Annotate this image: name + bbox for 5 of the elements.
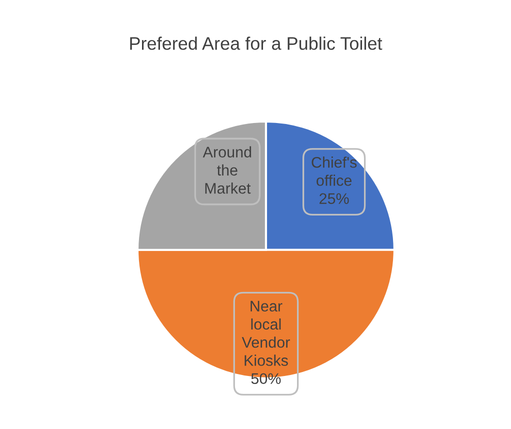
slice-label: Around the Market xyxy=(202,146,252,194)
slice-label: Chief's office xyxy=(312,156,357,186)
chart-title: Prefered Area for a Public Toilet xyxy=(130,36,382,50)
data-label: 25% xyxy=(320,193,349,204)
slice-label: Near local Vendor Kiosks xyxy=(242,300,290,366)
